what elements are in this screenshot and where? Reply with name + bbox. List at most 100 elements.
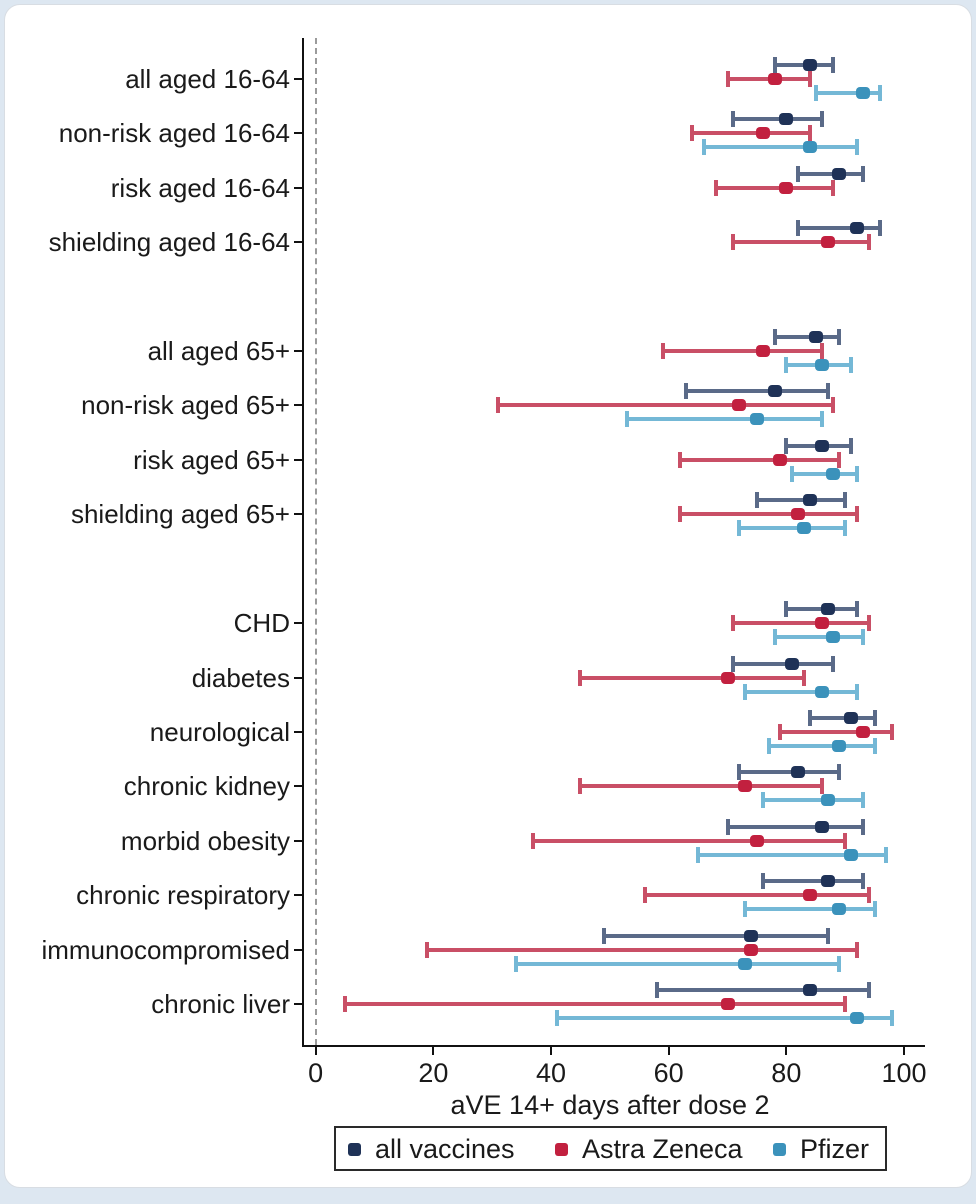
errorbar-cap-left [784, 357, 789, 374]
y-tick [294, 622, 302, 625]
errorbar-cap-right [837, 329, 842, 346]
category-label: shielding aged 16-64 [48, 227, 290, 258]
x-axis-line [302, 1045, 925, 1047]
errorbar-line [686, 389, 828, 394]
point-marker [767, 73, 782, 85]
y-tick [294, 350, 302, 353]
point-marker [802, 59, 817, 71]
errorbar-line [733, 117, 822, 122]
category-label: chronic respiratory [76, 880, 290, 911]
errorbar-line [556, 1015, 893, 1020]
errorbar-line [774, 335, 840, 340]
point-marker [832, 167, 847, 180]
errorbar-cap-right [807, 71, 812, 87]
errorbar-line [733, 240, 869, 245]
errorbar-cap-right [872, 709, 877, 726]
errorbar-cap-left [784, 601, 789, 618]
errorbar-line [715, 185, 834, 190]
errorbar-line [762, 798, 863, 803]
point-marker [779, 181, 794, 194]
errorbar-cap-right [837, 764, 842, 781]
errorbar-cap-left [725, 71, 730, 87]
errorbar-cap-left [660, 343, 665, 360]
errorbar-line [768, 743, 875, 748]
errorbar-cap-left [496, 397, 501, 414]
x-tick [785, 1045, 788, 1055]
errorbar-line [345, 1001, 846, 1006]
errorbar-cap-right [854, 506, 859, 523]
errorbar-cap-right [825, 383, 830, 400]
category-label: neurological [149, 716, 290, 747]
errorbar-cap-left [725, 818, 730, 835]
errorbar-cap-right [843, 832, 848, 849]
errorbar-cap-left [772, 57, 777, 73]
errorbar-cap-right [878, 220, 883, 237]
errorbar-line [427, 947, 857, 952]
errorbar-cap-right [843, 995, 848, 1012]
errorbar-cap-left [772, 329, 777, 346]
errorbar-line [603, 933, 828, 938]
y-tick [294, 513, 302, 516]
point-marker [855, 725, 870, 738]
errorbar-cap-right [849, 437, 854, 454]
point-marker [779, 113, 794, 126]
category-label: chronic liver [151, 988, 290, 1019]
errorbar-cap-right [843, 520, 848, 537]
errorbar-cap-left [784, 437, 789, 454]
errorbar-line [627, 417, 822, 422]
errorbar-cap-right [831, 57, 836, 73]
errorbar-cap-right [837, 955, 842, 972]
category-label: risk aged 65+ [133, 444, 290, 475]
errorbar-line [809, 715, 875, 720]
point-marker [802, 494, 817, 507]
errorbar-line [733, 661, 834, 666]
x-tick-label: 60 [653, 1058, 684, 1088]
errorbar-cap-right [801, 669, 806, 686]
errorbar-cap-left [578, 778, 583, 795]
point-marker [802, 983, 817, 996]
point-marker [773, 453, 788, 466]
errorbar-cap-right [860, 165, 865, 182]
errorbar-cap-right [843, 492, 848, 509]
point-marker [820, 875, 835, 888]
errorbar-cap-left [778, 723, 783, 740]
legend-label-all-vaccines: all vaccines [375, 1134, 515, 1164]
errorbar-cap-left [343, 995, 348, 1012]
errorbar-cap-left [654, 981, 659, 998]
errorbar-cap-left [513, 955, 518, 972]
x-tick-label: 40 [535, 1058, 567, 1088]
point-marker [826, 467, 841, 480]
errorbar-cap-right [849, 357, 854, 374]
errorbar-cap-right [890, 723, 895, 740]
errorbar-cap-right [854, 139, 859, 156]
errorbar-line [580, 784, 822, 789]
errorbar-cap-right [866, 234, 871, 251]
errorbar-line [792, 471, 857, 476]
errorbar-line [656, 987, 869, 992]
errorbar-line [762, 879, 863, 884]
point-marker [738, 957, 753, 970]
x-tick-label: 20 [418, 1058, 449, 1088]
category-label: non-risk aged 16-64 [58, 118, 290, 149]
category-label: morbid obesity [120, 825, 290, 856]
legend-label-astra-zeneca: Astra Zeneca [582, 1134, 743, 1164]
point-marker [744, 929, 759, 942]
y-tick [294, 948, 302, 951]
y-tick [294, 132, 302, 135]
errorbar-cap-right [866, 981, 871, 998]
errorbar-line [798, 171, 863, 176]
point-marker [802, 141, 817, 154]
point-marker [755, 127, 770, 140]
errorbar-line [798, 226, 881, 231]
errorbar-cap-left [760, 792, 765, 809]
errorbar-line [756, 498, 846, 503]
errorbar-cap-left [625, 411, 630, 428]
errorbar-cap-right [854, 601, 859, 618]
errorbar-line [739, 526, 846, 531]
point-marker [814, 439, 829, 452]
legend-swatch-pfizer [773, 1143, 786, 1156]
errorbar-cap-left [807, 709, 812, 726]
x-tick [550, 1045, 553, 1055]
point-marker [814, 359, 829, 372]
